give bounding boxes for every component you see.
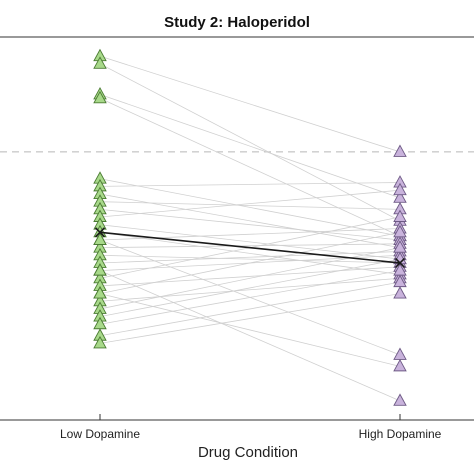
- x-ticks: Low Dopamine High Dopamine: [60, 414, 442, 441]
- pair-line: [99, 97, 401, 237]
- pair-line: [99, 178, 401, 237]
- pair-line: [99, 281, 401, 337]
- high-dopamine-point: [393, 393, 407, 406]
- chart-title: Study 2: Haloperidol: [164, 14, 310, 31]
- pair-line: [99, 201, 401, 210]
- low-dopamine-point: [93, 286, 107, 299]
- pair-line: [99, 182, 401, 187]
- high-dopamine-point: [393, 347, 407, 360]
- pair-line: [99, 193, 401, 249]
- low-dopamine-point: [93, 263, 107, 276]
- pair-line: [99, 231, 401, 275]
- mean-line: [99, 231, 401, 264]
- pair-line: [99, 266, 401, 287]
- low-dopamine-point: [93, 335, 107, 349]
- x-tick-label: Low Dopamine: [60, 427, 140, 441]
- pair-line: [99, 231, 401, 295]
- x-tick-label: High Dopamine: [359, 427, 442, 441]
- pair-line: [99, 277, 401, 302]
- pair-line: [99, 251, 401, 264]
- pair-line: [99, 239, 401, 356]
- mean-group: [94, 227, 406, 269]
- pair-line: [99, 189, 401, 218]
- high-dopamine-point: [393, 209, 407, 222]
- pair-line: [99, 258, 401, 317]
- pair-line: [99, 293, 401, 344]
- pair-line: [99, 243, 401, 249]
- pair-line: [99, 254, 401, 264]
- high-dopamine-point: [393, 144, 407, 157]
- data-markers: [93, 48, 407, 406]
- low-dopamine-point: [93, 90, 107, 104]
- x-axis-title: Drug Condition: [198, 444, 298, 461]
- high-dopamine-point: [393, 358, 407, 372]
- low-dopamine-point: [93, 56, 107, 69]
- mean-marker: [94, 227, 106, 238]
- pair-line: [99, 293, 401, 367]
- pair-line: [99, 94, 401, 199]
- high-dopamine-point: [393, 182, 407, 196]
- pair-line: [99, 63, 401, 222]
- high-dopamine-point: [393, 286, 407, 299]
- pair-line: [99, 208, 401, 241]
- mean-marker: [394, 257, 406, 269]
- high-dopamine-point: [393, 224, 407, 238]
- pair-line: [99, 55, 401, 153]
- pair-line: [99, 270, 401, 402]
- pair-lines: [99, 55, 401, 402]
- low-dopamine-point: [93, 232, 107, 245]
